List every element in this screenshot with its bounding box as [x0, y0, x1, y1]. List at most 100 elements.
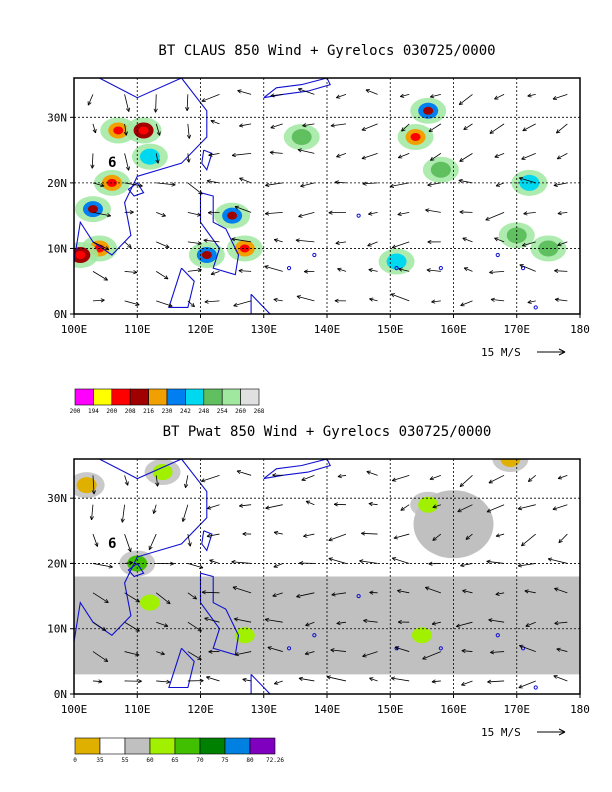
island — [495, 633, 500, 638]
wind-vector — [187, 533, 192, 547]
field-patch — [410, 97, 447, 124]
wind-vector — [394, 646, 410, 652]
wind-vector — [272, 592, 283, 598]
wind-vector — [273, 297, 283, 303]
wind-vector — [238, 503, 252, 508]
wind-vector — [303, 269, 315, 274]
wind-vector — [270, 93, 283, 98]
wind-vector — [359, 559, 378, 564]
colorbar-swatch — [93, 388, 113, 406]
wind-vector — [432, 504, 441, 509]
wind-vector — [302, 123, 315, 128]
wind-vector — [92, 241, 110, 251]
wind-vector — [187, 563, 204, 569]
wind-vector — [233, 617, 252, 623]
wind-vector — [236, 469, 252, 476]
wind-vector — [459, 209, 473, 215]
wind-vector — [368, 211, 378, 216]
wind-vector — [490, 297, 505, 302]
wind-vector — [334, 180, 347, 185]
island — [533, 305, 538, 310]
wind-vector — [336, 153, 347, 158]
island — [438, 266, 443, 271]
wind-vector — [556, 647, 568, 652]
wind-vector — [206, 675, 220, 682]
wind-vector — [369, 590, 378, 595]
wind-vector — [335, 240, 347, 245]
field-patch — [283, 124, 320, 150]
colorbar-label: 65 — [171, 757, 179, 764]
wind-vector — [328, 557, 347, 564]
coastline — [250, 674, 271, 694]
island — [286, 646, 292, 651]
wind-vector — [187, 300, 195, 308]
wind-vector — [431, 679, 441, 684]
island — [438, 646, 443, 651]
coastline — [199, 572, 240, 656]
wind-vector — [187, 268, 202, 273]
wind-vector — [91, 475, 96, 495]
wind-vector — [556, 153, 568, 160]
wind-vector — [486, 504, 505, 513]
wind-vector — [92, 271, 108, 281]
axis-ticks: 100E 110E 120E 130E 140E 150E 160E 170E 180 0N 10N… — [47, 492, 590, 716]
wind-vector — [518, 680, 536, 689]
chart-title-claus: BT CLAUS 850 Wind + Gyrelocs 030725/0000 — [158, 43, 495, 59]
colorbar-label: 248 — [198, 408, 209, 415]
colorbar-label: 254 — [217, 408, 228, 415]
wind-vector — [242, 677, 252, 683]
coastline — [168, 647, 195, 689]
colorbar-swatch — [99, 737, 126, 755]
wind-vector — [369, 297, 378, 302]
field-patch — [125, 117, 162, 144]
wind-vector — [337, 267, 347, 272]
wind-vector — [518, 176, 536, 184]
field-patch — [74, 196, 111, 223]
wind-vector — [237, 89, 252, 95]
wind-vector — [92, 123, 97, 134]
field-patch — [397, 124, 434, 150]
wind-vector — [155, 475, 160, 487]
field-patch — [226, 622, 263, 649]
wind-vector — [553, 675, 568, 682]
wind-vector — [232, 586, 252, 594]
wind-vector — [494, 94, 505, 100]
wind-vector — [527, 299, 536, 304]
wind-vector — [366, 470, 378, 476]
colorbar-label: 80 — [246, 757, 254, 764]
wind-vector — [267, 646, 283, 652]
island — [533, 685, 538, 690]
wind-vector — [557, 241, 568, 247]
field-patch — [74, 242, 99, 268]
field-patch — [511, 169, 548, 196]
wind-vector — [517, 504, 536, 511]
wind-vector — [337, 473, 347, 479]
wind-vector — [555, 123, 568, 134]
wind-vector — [521, 533, 536, 547]
wind-vector — [334, 298, 346, 303]
x-tick-label: 180 — [570, 323, 590, 336]
chart-title-pwat: BT Pwat 850 Wind + Gyrelocs 030725/0000 — [163, 424, 492, 440]
coastline — [199, 192, 240, 276]
wind-vector — [326, 675, 347, 682]
wind-vector — [397, 211, 410, 217]
field-patch — [100, 117, 137, 144]
wind-vector — [389, 182, 410, 188]
wind-vector — [206, 533, 220, 538]
coastline — [127, 182, 145, 197]
wind-vector — [522, 123, 536, 132]
x-tick-label: 100E — [61, 703, 88, 716]
wind-vector — [305, 500, 315, 506]
wind-vector — [296, 295, 315, 302]
wind-vector — [186, 153, 191, 163]
wind-vector — [187, 621, 202, 632]
wind-vector — [488, 474, 505, 484]
wind-vector — [124, 651, 140, 657]
wind-vector — [297, 148, 315, 154]
wind-vector — [554, 268, 568, 273]
wind-vector — [231, 152, 252, 158]
wind-vector — [269, 150, 283, 155]
wind-vector — [400, 93, 410, 98]
y-tick-label: 30N — [47, 492, 67, 505]
wind-vector — [367, 241, 378, 247]
